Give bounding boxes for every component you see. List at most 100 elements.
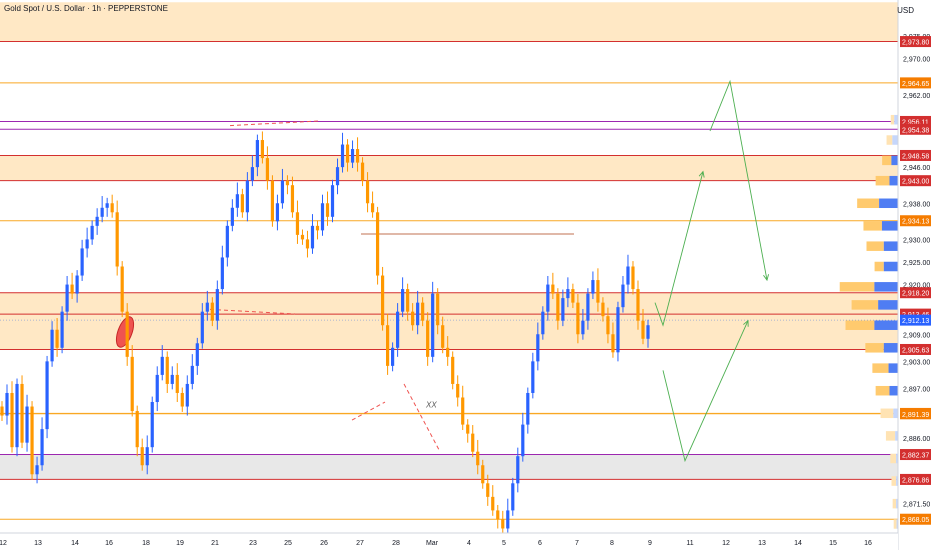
vp-bar-blue-3 bbox=[889, 175, 898, 186]
candle-body-71 bbox=[355, 149, 360, 163]
arrows-layer bbox=[654, 79, 770, 463]
candle-body-115 bbox=[576, 302, 580, 335]
candle-body-40 bbox=[200, 311, 204, 344]
candle-body-43 bbox=[215, 289, 219, 321]
candle-body-10 bbox=[50, 329, 54, 362]
vp-bar-orange-11 bbox=[865, 343, 884, 353]
y-tick-6: 2,925.00 bbox=[903, 260, 930, 267]
vp-bar-blue-14 bbox=[893, 408, 898, 419]
candle-body-122 bbox=[611, 334, 615, 353]
x-tick-0: 12 bbox=[0, 540, 7, 547]
candle-body-83 bbox=[416, 302, 420, 326]
candle-body-107 bbox=[536, 334, 540, 362]
candle-body-28 bbox=[140, 447, 144, 466]
candle-body-21 bbox=[105, 203, 109, 208]
zones-layer bbox=[0, 0, 898, 533]
candle-body-80 bbox=[401, 289, 405, 312]
y-tick-8: 2,909.00 bbox=[903, 332, 930, 339]
y-tick-3: 2,946.00 bbox=[903, 165, 930, 172]
candle-body-96 bbox=[481, 465, 485, 484]
y-tick-9: 2,903.00 bbox=[903, 359, 930, 366]
vp-bar-orange-5 bbox=[863, 221, 882, 231]
chart-title: Gold Spot / U.S. Dollar · 1h · PEPPERSTO… bbox=[4, 4, 168, 13]
x-tick-7: 23 bbox=[249, 540, 257, 547]
candle-body-87 bbox=[436, 293, 440, 326]
price-label-3: 2,954.38 bbox=[902, 127, 929, 134]
price-label-bg-3 bbox=[900, 123, 931, 135]
candle-body-70 bbox=[350, 149, 355, 163]
candles-layer bbox=[0, 131, 650, 538]
price-label-bg-5 bbox=[900, 175, 931, 187]
candle-body-56 bbox=[280, 180, 285, 204]
candle-body-20 bbox=[100, 207, 104, 217]
candle-body-16 bbox=[80, 248, 84, 276]
candle-body-129 bbox=[646, 325, 650, 339]
candle-body-13 bbox=[65, 284, 69, 312]
candle-body-62 bbox=[310, 225, 315, 249]
x-tick-15: 6 bbox=[538, 540, 542, 547]
candle-body-57 bbox=[285, 180, 290, 186]
vp-bar-blue-1 bbox=[892, 135, 898, 145]
trendline-left bbox=[209, 308, 296, 315]
candle-body-46 bbox=[230, 207, 234, 226]
candle-body-73 bbox=[365, 180, 370, 204]
candle-body-116 bbox=[581, 320, 585, 335]
candle-body-5 bbox=[25, 406, 29, 443]
candle-body-36 bbox=[180, 392, 184, 407]
vp-bar-blue-8 bbox=[874, 282, 898, 292]
y-tick-1: 2,970.00 bbox=[903, 57, 930, 64]
currency-label: USD bbox=[897, 6, 914, 15]
vp-bar-orange-4 bbox=[857, 198, 880, 209]
candle-body-118 bbox=[591, 280, 595, 294]
vp-bar-blue-6 bbox=[883, 241, 898, 251]
x-tick-23: 15 bbox=[829, 540, 837, 547]
price-label-bg-2 bbox=[900, 115, 931, 127]
x-tick-20: 12 bbox=[722, 540, 730, 547]
x-tick-12: Mar bbox=[426, 540, 439, 547]
x-tick-22: 14 bbox=[794, 540, 802, 547]
vp-bar-blue-11 bbox=[883, 343, 898, 353]
x-tick-16: 7 bbox=[575, 540, 579, 547]
candle-body-117 bbox=[586, 293, 590, 321]
candle-body-124 bbox=[621, 284, 625, 308]
price-label-10: 2,905.63 bbox=[902, 347, 929, 354]
vp-bar-orange-3 bbox=[875, 175, 890, 186]
price-label-bg-13 bbox=[900, 449, 931, 461]
y-tick-11: 2,886.00 bbox=[903, 436, 930, 443]
candle-body-37 bbox=[185, 383, 189, 407]
price-label-0: 2,973.80 bbox=[902, 40, 929, 47]
price-label-bg-10 bbox=[900, 343, 931, 355]
x-tick-4: 18 bbox=[142, 540, 150, 547]
projection-path-1 bbox=[709, 79, 768, 281]
plot-background bbox=[0, 0, 898, 533]
vp-bar-orange-14 bbox=[880, 408, 894, 419]
x-tick-21: 13 bbox=[758, 540, 766, 547]
price-label-bg-0 bbox=[900, 36, 931, 48]
candle-body-45 bbox=[225, 225, 229, 258]
vp-bar-blue-9 bbox=[878, 300, 898, 310]
candle-body-110 bbox=[551, 284, 555, 294]
candle-body-50 bbox=[250, 167, 254, 181]
x-tick-2: 14 bbox=[71, 540, 79, 547]
x-tick-10: 27 bbox=[356, 540, 364, 547]
vp-bar-blue-4 bbox=[879, 198, 898, 209]
price-axis-layer: 2,975.002,970.002,962.002,946.002,938.00… bbox=[897, 0, 932, 550]
candle-body-53 bbox=[265, 158, 270, 181]
x-tick-9: 26 bbox=[320, 540, 328, 547]
candle-body-84 bbox=[421, 302, 425, 321]
candle-body-44 bbox=[220, 257, 224, 290]
vp-bar-blue-2 bbox=[891, 155, 898, 166]
candle-body-100 bbox=[501, 519, 505, 529]
candle-body-59 bbox=[295, 212, 300, 235]
candle-body-108 bbox=[541, 311, 545, 335]
vp-bar-orange-15 bbox=[885, 431, 896, 441]
candle-body-17 bbox=[85, 239, 89, 249]
candle-body-67 bbox=[335, 167, 340, 186]
price-label-12: 2,891.39 bbox=[902, 412, 929, 419]
y-tick-2: 2,962.00 bbox=[903, 93, 930, 100]
candle-body-125 bbox=[626, 266, 630, 285]
y-tick-7: 2,920.00 bbox=[903, 283, 930, 290]
candle-body-2 bbox=[10, 392, 14, 448]
candle-body-92 bbox=[461, 397, 465, 425]
